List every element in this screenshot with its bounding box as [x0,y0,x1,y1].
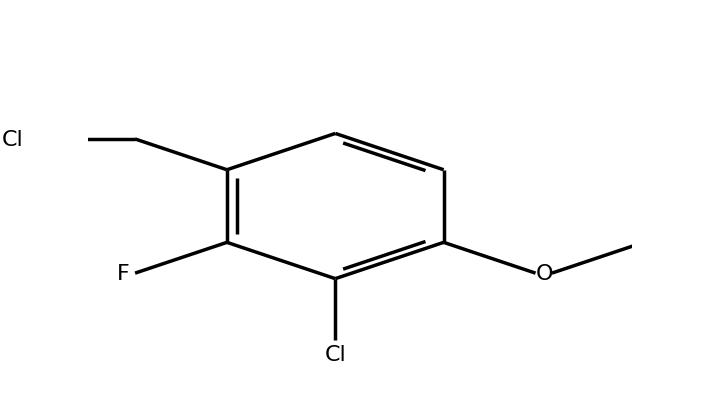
Text: O: O [536,263,554,283]
Text: F: F [117,263,130,283]
Text: Cl: Cl [2,130,24,150]
Text: Cl: Cl [324,344,346,364]
